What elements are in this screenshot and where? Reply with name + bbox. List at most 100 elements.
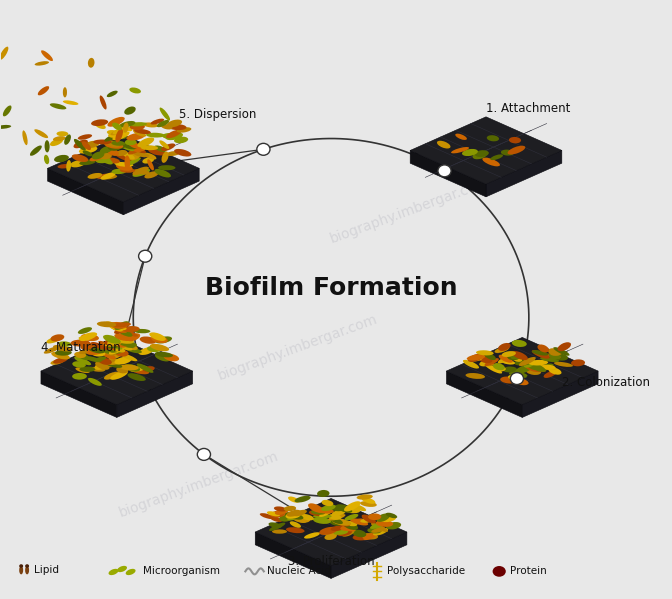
Ellipse shape bbox=[532, 350, 550, 359]
Ellipse shape bbox=[122, 152, 135, 159]
Ellipse shape bbox=[87, 173, 102, 179]
Ellipse shape bbox=[339, 525, 355, 531]
Ellipse shape bbox=[107, 148, 119, 156]
Ellipse shape bbox=[130, 368, 149, 374]
Polygon shape bbox=[410, 150, 486, 197]
Ellipse shape bbox=[143, 122, 158, 128]
Ellipse shape bbox=[317, 490, 329, 497]
Ellipse shape bbox=[137, 137, 154, 147]
Ellipse shape bbox=[107, 130, 120, 135]
Ellipse shape bbox=[127, 333, 140, 341]
Ellipse shape bbox=[120, 329, 138, 337]
Ellipse shape bbox=[514, 360, 531, 365]
Ellipse shape bbox=[308, 503, 323, 513]
Polygon shape bbox=[522, 371, 598, 418]
Ellipse shape bbox=[548, 352, 560, 359]
Ellipse shape bbox=[371, 527, 386, 533]
Ellipse shape bbox=[117, 143, 134, 151]
Ellipse shape bbox=[118, 340, 137, 347]
Ellipse shape bbox=[72, 155, 88, 162]
Ellipse shape bbox=[132, 167, 149, 176]
Ellipse shape bbox=[79, 332, 97, 341]
Ellipse shape bbox=[462, 149, 478, 156]
Ellipse shape bbox=[155, 352, 173, 358]
Ellipse shape bbox=[87, 346, 105, 353]
Ellipse shape bbox=[523, 359, 536, 368]
Ellipse shape bbox=[270, 510, 286, 518]
Ellipse shape bbox=[485, 364, 502, 374]
Ellipse shape bbox=[321, 504, 336, 511]
Ellipse shape bbox=[125, 139, 136, 145]
Ellipse shape bbox=[370, 522, 387, 529]
Ellipse shape bbox=[56, 131, 69, 137]
Ellipse shape bbox=[350, 518, 368, 525]
Ellipse shape bbox=[151, 119, 164, 125]
Ellipse shape bbox=[272, 530, 287, 534]
Ellipse shape bbox=[89, 367, 106, 372]
Ellipse shape bbox=[515, 365, 533, 374]
Ellipse shape bbox=[63, 87, 67, 98]
Polygon shape bbox=[255, 498, 407, 565]
Ellipse shape bbox=[0, 47, 8, 60]
Ellipse shape bbox=[116, 341, 128, 347]
Ellipse shape bbox=[41, 50, 53, 61]
Ellipse shape bbox=[132, 169, 150, 177]
Ellipse shape bbox=[325, 534, 337, 540]
Ellipse shape bbox=[479, 359, 495, 367]
Ellipse shape bbox=[319, 527, 338, 535]
Ellipse shape bbox=[81, 334, 99, 341]
Ellipse shape bbox=[50, 334, 65, 341]
Ellipse shape bbox=[130, 146, 146, 153]
Ellipse shape bbox=[538, 344, 549, 352]
Ellipse shape bbox=[109, 322, 127, 329]
Ellipse shape bbox=[279, 515, 292, 522]
Circle shape bbox=[19, 564, 23, 568]
Ellipse shape bbox=[98, 341, 116, 350]
Polygon shape bbox=[48, 135, 199, 202]
Ellipse shape bbox=[101, 173, 116, 180]
Ellipse shape bbox=[542, 365, 556, 370]
Ellipse shape bbox=[554, 362, 573, 367]
Ellipse shape bbox=[499, 355, 513, 363]
Ellipse shape bbox=[126, 133, 145, 141]
Ellipse shape bbox=[134, 329, 151, 333]
Ellipse shape bbox=[493, 363, 505, 370]
Ellipse shape bbox=[72, 373, 87, 380]
Ellipse shape bbox=[468, 353, 483, 362]
Ellipse shape bbox=[34, 129, 48, 138]
Ellipse shape bbox=[357, 494, 373, 500]
Ellipse shape bbox=[142, 158, 154, 164]
Ellipse shape bbox=[89, 155, 104, 161]
Polygon shape bbox=[48, 168, 124, 214]
Ellipse shape bbox=[532, 350, 548, 356]
Ellipse shape bbox=[166, 130, 181, 138]
Ellipse shape bbox=[304, 533, 320, 539]
Ellipse shape bbox=[116, 125, 132, 131]
Ellipse shape bbox=[123, 143, 137, 149]
Ellipse shape bbox=[571, 359, 585, 366]
Ellipse shape bbox=[53, 357, 68, 364]
Ellipse shape bbox=[114, 162, 133, 167]
Ellipse shape bbox=[79, 335, 97, 340]
Ellipse shape bbox=[115, 349, 128, 356]
Ellipse shape bbox=[482, 158, 500, 167]
Ellipse shape bbox=[101, 362, 117, 367]
Ellipse shape bbox=[498, 343, 511, 351]
Ellipse shape bbox=[130, 366, 147, 372]
Ellipse shape bbox=[3, 105, 11, 116]
Ellipse shape bbox=[159, 140, 169, 149]
Ellipse shape bbox=[495, 347, 509, 353]
Ellipse shape bbox=[106, 362, 122, 368]
Ellipse shape bbox=[122, 326, 140, 332]
Ellipse shape bbox=[294, 496, 310, 503]
Text: Microorganism: Microorganism bbox=[143, 566, 220, 576]
Ellipse shape bbox=[344, 521, 358, 527]
Ellipse shape bbox=[103, 340, 122, 347]
Ellipse shape bbox=[300, 514, 314, 521]
Ellipse shape bbox=[124, 347, 142, 353]
Ellipse shape bbox=[74, 139, 86, 150]
Ellipse shape bbox=[108, 117, 125, 127]
Ellipse shape bbox=[362, 497, 376, 504]
Ellipse shape bbox=[512, 340, 527, 347]
Ellipse shape bbox=[104, 132, 120, 141]
